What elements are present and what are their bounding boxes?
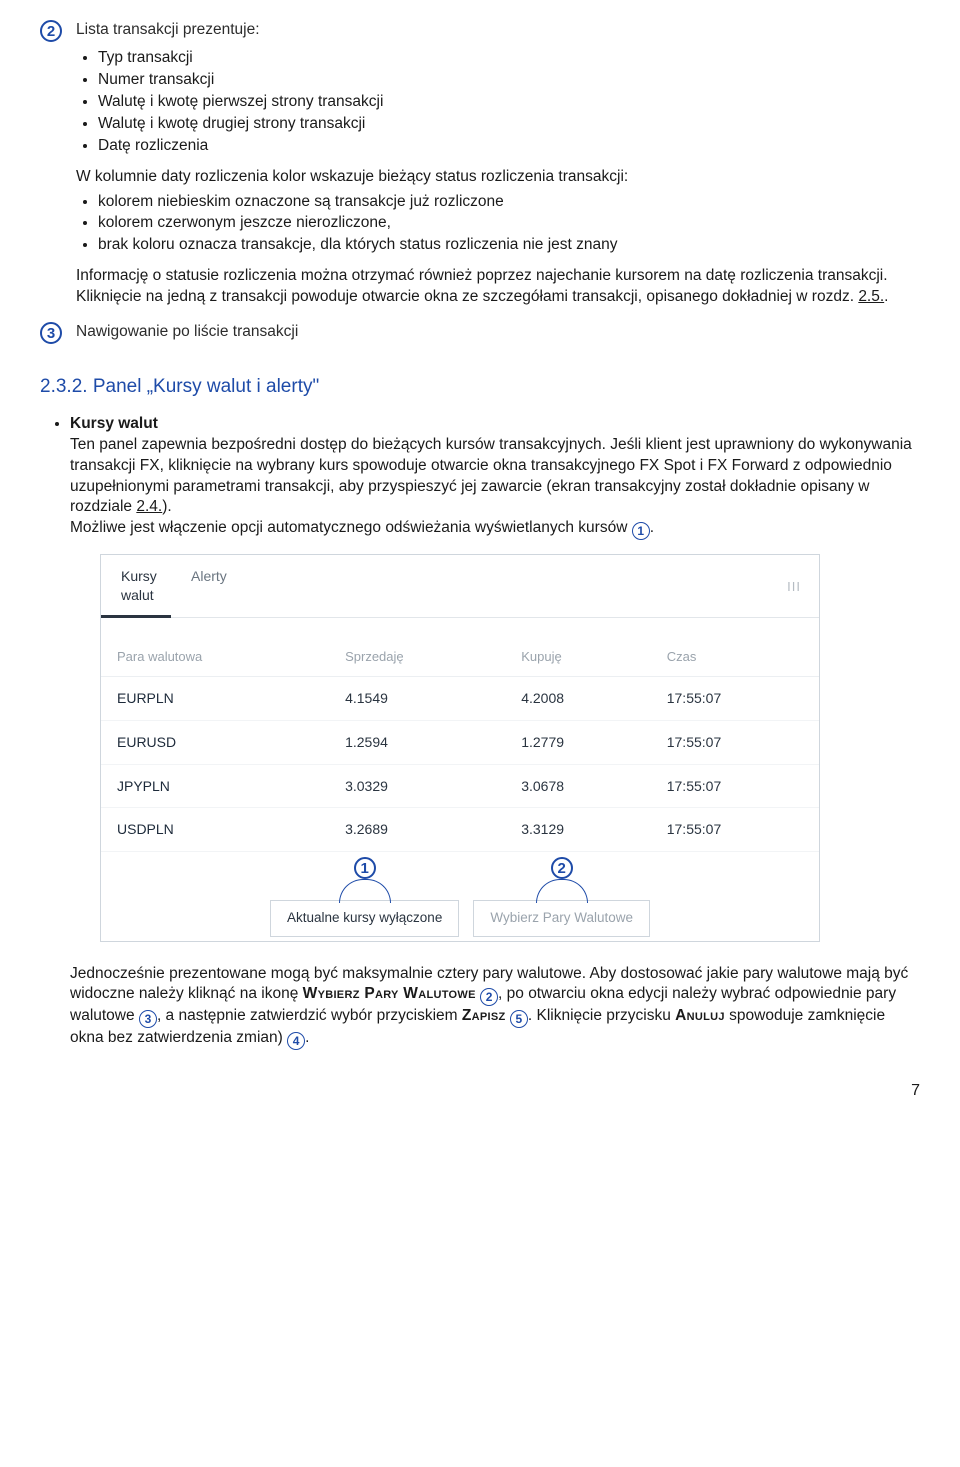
tab-kursy-walut[interactable]: Kursy walut <box>101 555 171 618</box>
cell-sell: 3.2689 <box>329 808 505 852</box>
kursy-p2a: Możliwe jest włączenie opcji automatyczn… <box>70 519 632 536</box>
circle-4-inline-icon: 4 <box>287 1032 305 1050</box>
col-pair: Para walutowa <box>101 626 329 676</box>
panel-footer: 1 Aktualne kursy wyłączone 2 Wybierz Par… <box>101 852 819 940</box>
callout-line-icon <box>536 879 588 903</box>
cell-time: 17:55:07 <box>651 764 819 808</box>
status-list: kolorem niebieskim oznaczone są transakc… <box>76 192 920 257</box>
trail-c: , a następnie zatwierdzić wybór przycisk… <box>157 1007 462 1024</box>
section-heading-2-3-2: 2.3.2. Panel „Kursy walut i alerty" <box>40 374 920 400</box>
transaction-fields-list: Typ transakcji Numer transakcji Walutę i… <box>40 48 920 157</box>
cell-pair: EURPLN <box>101 676 329 720</box>
circle-1-inline-icon: 1 <box>632 522 650 540</box>
list-intro: Lista transakcji prezentuje: <box>76 20 260 41</box>
status-lead: W kolumnie daty rozliczenia kolor wskazu… <box>76 168 628 185</box>
kursy-block: Kursy walut Ten panel zapewnia bezpośred… <box>40 414 920 541</box>
trail-d: . Kliknięcie przycisku <box>528 1007 675 1024</box>
cell-pair: USDPLN <box>101 808 329 852</box>
section-link-2-4[interactable]: 2.4. <box>136 498 162 515</box>
table-row[interactable]: JPYPLN 3.0329 3.0678 17:55:07 <box>101 764 819 808</box>
trail-f: . <box>305 1029 309 1046</box>
list-item: Datę rozliczenia <box>98 136 920 157</box>
circle-3-icon: 3 <box>40 322 62 344</box>
click-text-a: Kliknięcie na jedną z transakcji powoduj… <box>76 288 858 305</box>
kursy-p1: Ten panel zapewnia bezpośredni dostęp do… <box>70 436 912 516</box>
tab-alerty[interactable]: Alerty <box>171 555 247 617</box>
info-text: Informację o statusie rozliczenia można … <box>76 267 888 284</box>
list-item: Typ transakcji <box>98 48 920 69</box>
smallcaps-wybierz: Wybierz Pary Walutowe <box>303 985 476 1002</box>
list-item: brak koloru oznacza transakcje, dla któr… <box>98 235 920 256</box>
list-item: kolorem czerwonym jeszcze nierozliczone, <box>98 213 920 234</box>
btn-label: Aktualne kursy wyłączone <box>287 910 442 925</box>
col-sell: Sprzedaję <box>329 626 505 676</box>
panel-tabs: Kursy walut Alerty III <box>101 555 819 618</box>
list-item: Walutę i kwotę pierwszej strony transakc… <box>98 92 920 113</box>
circle-3-inline-icon: 3 <box>139 1010 157 1028</box>
section-title: Panel „Kursy walut i alerty" <box>93 376 319 397</box>
callout-line-icon <box>339 879 391 903</box>
cell-time: 17:55:07 <box>651 676 819 720</box>
cell-sell: 4.1549 <box>329 676 505 720</box>
cell-pair: JPYPLN <box>101 764 329 808</box>
toggle-live-rates-button[interactable]: 1 Aktualne kursy wyłączone <box>270 900 459 936</box>
smallcaps-anuluj: Anuluj <box>675 1007 725 1024</box>
cell-buy: 3.0678 <box>505 764 651 808</box>
kursy-label: Kursy walut <box>70 415 158 432</box>
panel-menu-icon[interactable]: III <box>787 555 819 617</box>
circle-5-inline-icon: 5 <box>510 1010 528 1028</box>
section-link-2-5[interactable]: 2.5. <box>858 288 884 305</box>
table-row[interactable]: EURPLN 4.1549 4.2008 17:55:07 <box>101 676 819 720</box>
nav-heading: Nawigowanie po liście transakcji <box>76 322 298 343</box>
cell-sell: 3.0329 <box>329 764 505 808</box>
cell-buy: 1.2779 <box>505 720 651 764</box>
cell-time: 17:55:07 <box>651 720 819 764</box>
circle-2-icon: 2 <box>40 20 62 42</box>
trailing-paragraph: Jednocześnie prezentowane mogą być maksy… <box>70 964 920 1051</box>
rates-table: Para walutowa Sprzedaję Kupuję Czas EURP… <box>101 626 819 852</box>
col-time: Czas <box>651 626 819 676</box>
btn-label: Wybierz Pary Walutowe <box>490 910 633 925</box>
list-item: kolorem niebieskim oznaczone są transakc… <box>98 192 920 213</box>
click-text-b: . <box>884 288 888 305</box>
kursy-p2b: . <box>650 519 654 536</box>
table-row[interactable]: USDPLN 3.2689 3.3129 17:55:07 <box>101 808 819 852</box>
numbered-heading-2: 2 Lista transakcji prezentuje: <box>40 20 920 42</box>
list-item: Numer transakcji <box>98 70 920 91</box>
circle-2-inline-icon: 2 <box>480 988 498 1006</box>
cell-pair: EURUSD <box>101 720 329 764</box>
cell-buy: 4.2008 <box>505 676 651 720</box>
choose-currency-pairs-button[interactable]: 2 Wybierz Pary Walutowe <box>473 900 650 936</box>
numbered-heading-3: 3 Nawigowanie po liście transakcji <box>40 322 920 344</box>
col-buy: Kupuję <box>505 626 651 676</box>
table-row[interactable]: EURUSD 1.2594 1.2779 17:55:07 <box>101 720 819 764</box>
callout-1-icon: 1 <box>354 857 376 879</box>
kursy-p1-end: ). <box>162 498 171 515</box>
section-number: 2.3.2. <box>40 376 88 397</box>
list-item: Walutę i kwotę drugiej strony transakcji <box>98 114 920 135</box>
cell-time: 17:55:07 <box>651 808 819 852</box>
status-paragraph: W kolumnie daty rozliczenia kolor wskazu… <box>76 167 920 309</box>
cell-buy: 3.3129 <box>505 808 651 852</box>
smallcaps-zapisz: Zapisz <box>462 1007 506 1024</box>
page-number: 7 <box>40 1080 920 1102</box>
rates-panel-screenshot: Kursy walut Alerty III Para walutowa Spr… <box>100 554 820 941</box>
cell-sell: 1.2594 <box>329 720 505 764</box>
callout-2-icon: 2 <box>551 857 573 879</box>
